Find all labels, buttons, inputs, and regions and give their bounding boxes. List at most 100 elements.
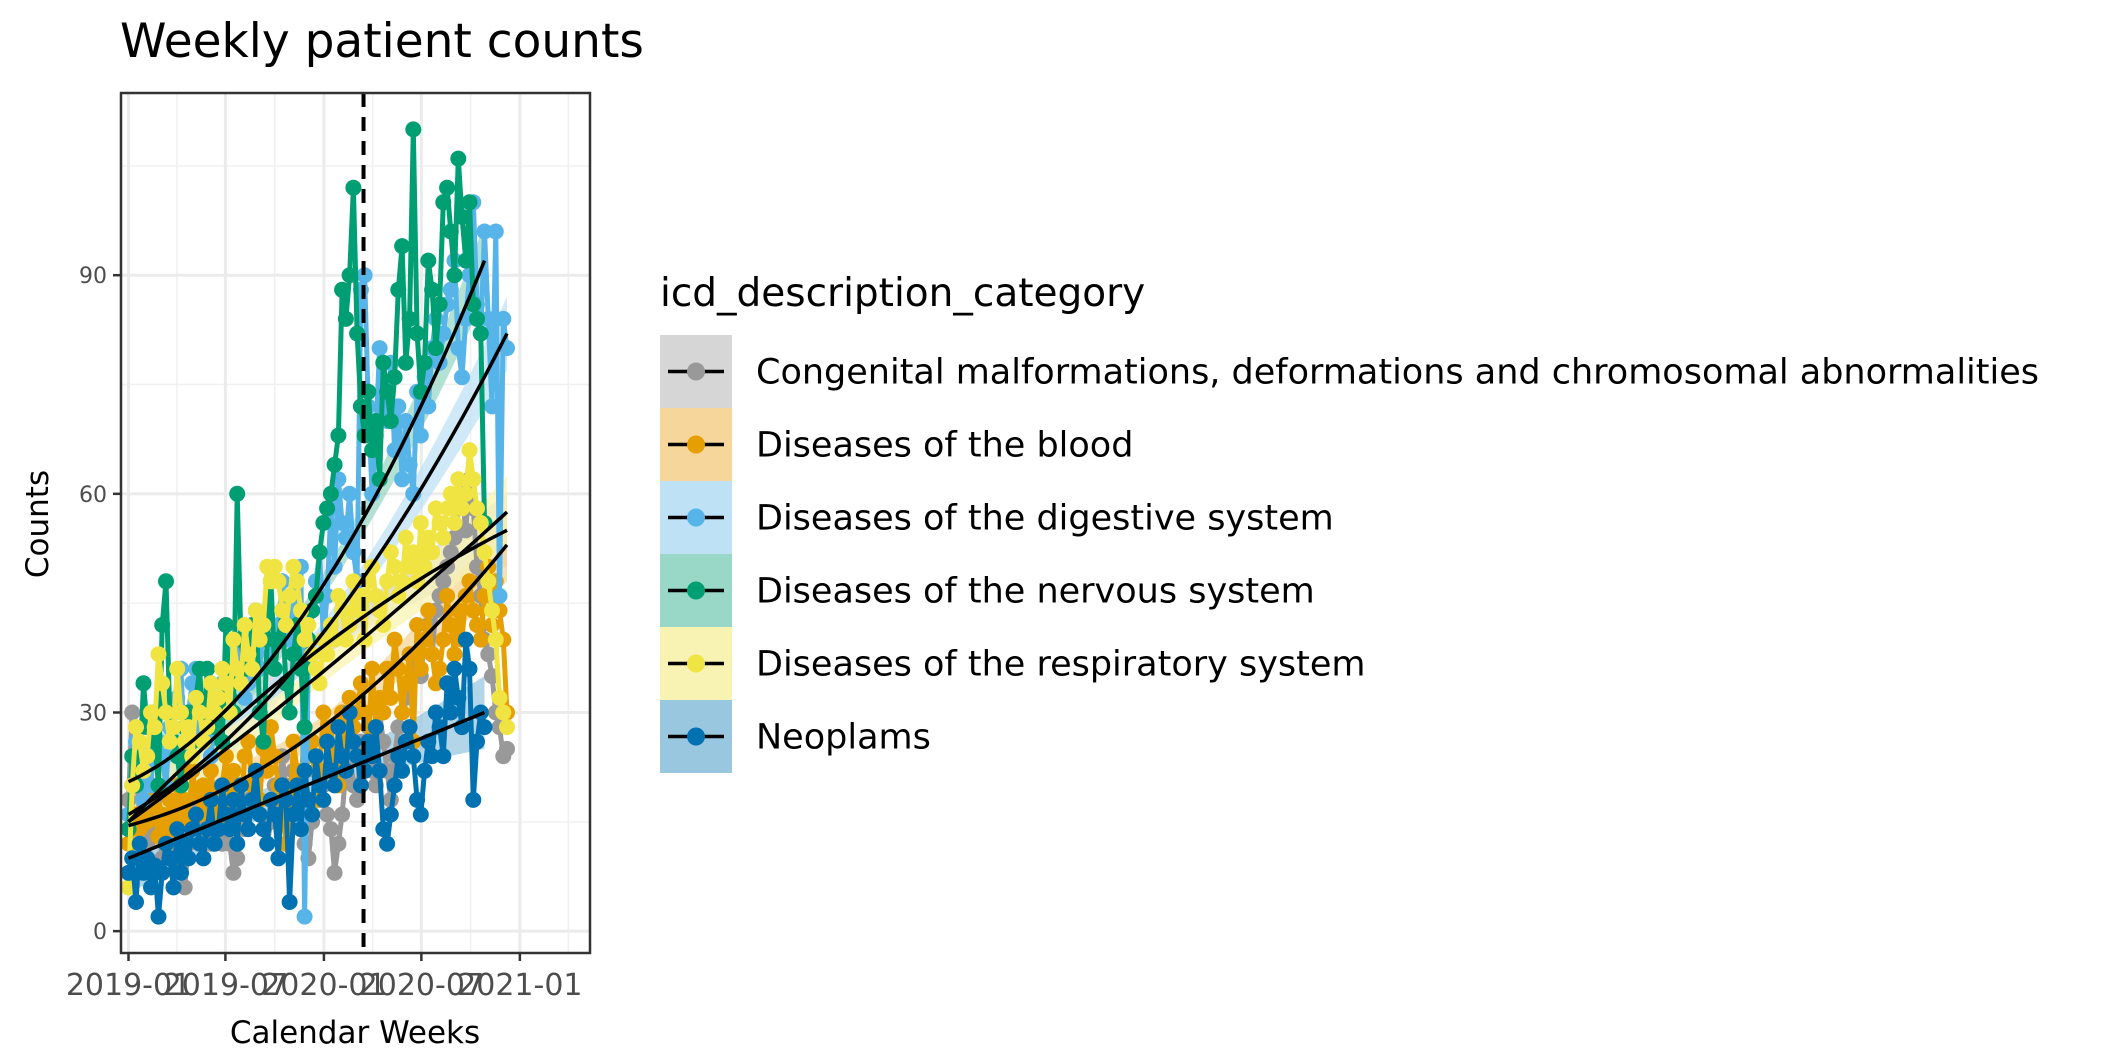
data-point — [352, 398, 369, 415]
data-point — [158, 704, 174, 721]
data-point — [154, 675, 171, 692]
data-point — [356, 704, 373, 721]
data-point — [394, 471, 411, 488]
data-point — [416, 631, 433, 648]
data-point — [319, 733, 336, 750]
data-point — [397, 529, 414, 546]
data-point — [330, 719, 347, 736]
data-point — [469, 500, 485, 517]
data-point — [154, 864, 171, 881]
data-point — [251, 631, 268, 648]
trend-line — [127, 528, 508, 824]
data-point — [315, 791, 332, 808]
data-point — [382, 806, 399, 823]
data-point — [491, 587, 508, 604]
data-point — [255, 821, 272, 838]
data-point — [285, 806, 302, 823]
data-point — [296, 719, 313, 736]
data-point — [416, 354, 433, 371]
legend-key-point — [687, 508, 705, 527]
y-axis-title: Counts — [20, 470, 56, 578]
data-point — [442, 485, 459, 502]
data-point — [495, 310, 512, 327]
data-point — [143, 704, 159, 721]
data-point — [446, 646, 463, 663]
legend-label: Diseases of the blood — [756, 426, 1133, 466]
data-point — [300, 791, 317, 808]
data-point — [442, 617, 459, 633]
legend-item: Congenital malformations, deformations a… — [660, 335, 2039, 408]
data-point — [431, 296, 448, 313]
data-point — [480, 573, 497, 590]
data-point — [266, 806, 283, 823]
data-point — [270, 850, 287, 867]
data-point — [450, 689, 467, 706]
data-point — [461, 442, 478, 459]
data-point — [382, 689, 399, 706]
data-point — [131, 733, 148, 750]
data-point — [472, 631, 489, 648]
data-point — [427, 500, 444, 517]
data-point — [442, 544, 459, 561]
data-point — [169, 748, 186, 765]
data-point — [161, 850, 178, 867]
data-point — [409, 791, 426, 808]
data-point — [457, 252, 474, 269]
data-point — [435, 529, 452, 546]
data-point — [202, 762, 219, 779]
data-point — [491, 689, 508, 706]
data-point — [412, 806, 429, 823]
data-point — [356, 267, 373, 284]
data-point — [195, 850, 212, 867]
data-point — [409, 325, 426, 342]
data-point — [244, 791, 261, 808]
data-point — [146, 719, 163, 736]
data-point — [296, 908, 313, 925]
data-point — [262, 719, 279, 736]
data-point — [315, 704, 332, 721]
data-point — [446, 515, 463, 531]
data-point — [165, 719, 182, 736]
data-point — [454, 369, 470, 386]
data-point — [180, 850, 197, 867]
data-point — [371, 689, 388, 706]
data-point — [124, 777, 141, 794]
data-point — [173, 864, 189, 881]
data-point — [401, 310, 418, 327]
data-point — [397, 413, 414, 429]
data-point — [420, 529, 437, 546]
data-point — [405, 544, 422, 561]
x-tick-label: 2019-01 — [66, 968, 191, 1003]
data-point — [176, 835, 193, 852]
data-point — [431, 515, 448, 531]
data-point — [364, 442, 381, 459]
legend-item: Diseases of the digestive system — [660, 481, 1334, 554]
data-point — [319, 500, 336, 517]
data-point — [128, 719, 144, 736]
data-point — [401, 719, 418, 736]
data-point — [457, 631, 474, 648]
trend-line — [127, 332, 509, 817]
data-point — [476, 223, 493, 240]
data-point — [281, 587, 298, 604]
data-point — [255, 733, 272, 750]
data-point — [431, 660, 448, 677]
data-point — [322, 821, 339, 838]
data-point — [176, 879, 193, 896]
data-point — [461, 660, 478, 677]
data-point — [386, 777, 403, 794]
legend-item: Diseases of the respiratory system — [660, 627, 1366, 700]
data-point — [229, 485, 246, 502]
data-point — [375, 617, 392, 633]
x-axis-title: Calendar Weeks — [230, 1015, 480, 1051]
x-tick-label: 2020-07 — [359, 968, 484, 1003]
data-point — [150, 908, 167, 925]
legend-label: Diseases of the nervous system — [756, 572, 1315, 612]
data-point — [450, 340, 467, 357]
trend-line — [127, 259, 487, 784]
data-point — [158, 573, 174, 590]
data-point — [386, 369, 403, 386]
x-tick-label: 2019-07 — [163, 968, 288, 1003]
data-point — [371, 340, 388, 357]
